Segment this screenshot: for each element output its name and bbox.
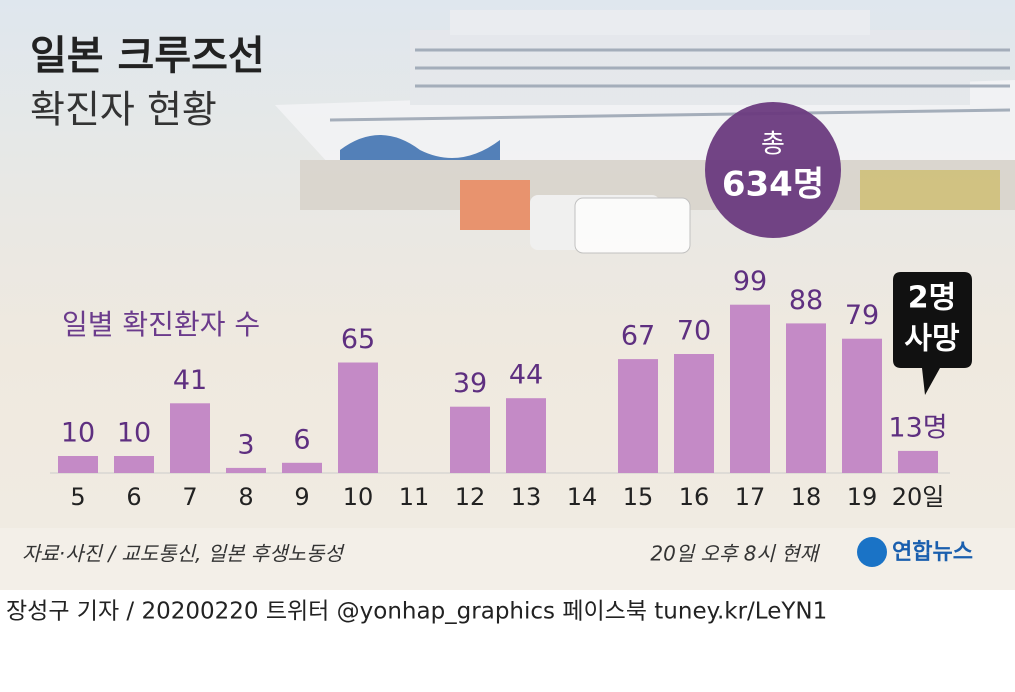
bar [730,304,770,473]
annotation-text: 사망 [904,322,960,357]
x-tick-label: 17 [735,483,766,511]
x-tick-label: 6 [126,483,141,511]
bar [506,398,546,473]
annotation-callout [893,272,972,395]
timestamp: 20일 오후 8시 현재 [650,542,820,566]
bar [674,354,714,473]
logo: 연합뉴스 [892,539,973,565]
x-tick-label: 19 [847,483,878,511]
x-tick-label: 11 [399,483,430,511]
title-line: 확진자 현황 [30,88,217,132]
bar [842,338,882,473]
x-tick-label: 14 [567,483,598,511]
x-tick-label: 12 [455,483,486,511]
x-tick-label: 5 [70,483,85,511]
footer: 장성구 기자 / 20200220 트위터 @yonhap_graphics 페… [6,599,827,625]
value-label: 13명 [888,412,947,443]
total-value: 634명 [722,165,824,205]
title-line: 일본 크루즈선 [30,33,265,79]
bar [898,450,938,473]
total-badge [705,102,841,238]
x-tick-label: 9 [294,483,309,511]
value-label: 3 [237,429,254,460]
bar [618,359,658,473]
bar [226,467,266,473]
ship-illustration [275,10,1015,254]
x-tick-label: 7 [182,483,197,511]
bar [786,323,826,473]
value-label: 10 [117,418,151,449]
bar [338,362,378,473]
value-label: 65 [341,324,375,355]
value-label: 39 [453,368,487,399]
x-tick-label: 16 [679,483,710,511]
value-label: 67 [621,321,655,352]
value-label: 10 [61,418,95,449]
bar [170,403,210,473]
bar [114,456,154,473]
source-text: 자료·사진 / 교도통신, 일본 후생노동성 [22,542,345,566]
x-tick-label: 13 [511,483,542,511]
value-label: 70 [677,316,711,347]
total-label: 총 [761,130,785,160]
value-label: 79 [845,300,879,331]
annotation-text: 2명 [908,281,956,316]
bar [58,456,98,473]
value-label: 88 [789,285,823,316]
value-label: 6 [293,424,310,455]
x-tick-label: 8 [238,483,253,511]
x-tick-label: 20일 [892,483,945,511]
chart-subtitle: 일별 확진환자 수 [62,308,260,341]
bar [282,462,322,473]
source-strip [0,528,1015,590]
value-label: 44 [509,360,543,391]
logo-icon [857,537,887,567]
x-tick-label: 10 [343,483,374,511]
x-tick-label: 15 [623,483,654,511]
value-label: 41 [173,365,207,396]
bar [450,406,490,473]
value-label: 99 [733,266,767,297]
x-tick-label: 18 [791,483,822,511]
